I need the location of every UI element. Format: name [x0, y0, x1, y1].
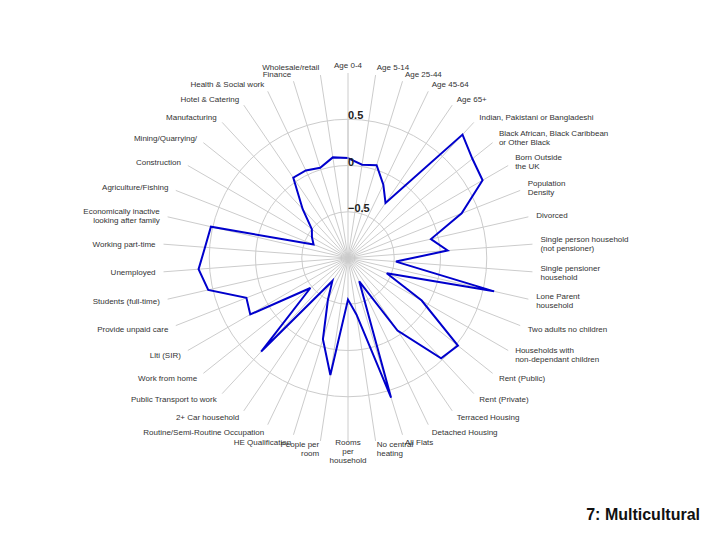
svg-text:Finance: Finance [262, 69, 292, 79]
svg-text:Single person household(not pe: Single person household(not pensioner) [540, 235, 628, 253]
svg-text:Age 5-14: Age 5-14 [376, 62, 410, 72]
svg-text:Manufacturing: Manufacturing [166, 112, 217, 121]
svg-text:Unemployed: Unemployed [111, 268, 156, 277]
svg-text:Age 45-64: Age 45-64 [432, 80, 469, 89]
svg-text:Agriculture/Fishing: Agriculture/Fishing [102, 183, 168, 192]
svg-text:Rent (Private): Rent (Private) [479, 395, 529, 404]
svg-text:Age 0-4: Age 0-4 [334, 61, 363, 70]
svg-text:Rent (Public): Rent (Public) [499, 374, 546, 383]
svg-text:Age 65+: Age 65+ [457, 94, 487, 103]
svg-text:Roomsperhousehold: Roomsperhousehold [330, 438, 367, 465]
svg-text:Indian, Pakistani or Banglades: Indian, Pakistani or Bangladeshi [479, 112, 594, 121]
svg-text:Provide unpaid care: Provide unpaid care [97, 324, 169, 333]
svg-text:Working part-time: Working part-time [93, 239, 157, 248]
svg-text:Lone Parenthousehold: Lone Parenthousehold [536, 292, 580, 310]
svg-text:No centralheating: No centralheating [377, 440, 414, 458]
svg-text:Two adults no children: Two adults no children [528, 324, 608, 333]
svg-text:Llti (SIR): Llti (SIR) [150, 350, 181, 359]
svg-text:Construction: Construction [136, 157, 181, 166]
svg-text:Age 25-44: Age 25-44 [405, 69, 442, 78]
html-text:7: Multicultural: 7: Multicultural [586, 506, 700, 523]
svg-text:Economically inactivelooking a: Economically inactivelooking after famil… [83, 206, 160, 224]
svg-text:Born Outsidethe UK: Born Outsidethe UK [515, 153, 562, 171]
svg-text:Divorced: Divorced [536, 211, 568, 220]
svg-text:2+ Car household: 2+ Car household [176, 413, 239, 422]
svg-text:All Flats: All Flats [404, 437, 434, 447]
svg-text:Single pensionerhousehold: Single pensionerhousehold [540, 263, 600, 281]
svg-text:Public Transport to work: Public Transport to work [131, 395, 218, 404]
svg-text:Households withnon-dependant c: Households withnon-dependant children [515, 346, 599, 364]
svg-text:PopulationDensity: PopulationDensity [528, 178, 566, 196]
svg-text:−0.5: −0.5 [348, 202, 370, 214]
html-text:People per: People per [280, 439, 320, 449]
svg-text:Black African, Black Caribbean: Black African, Black Caribbeanor Other B… [499, 129, 608, 147]
svg-text:Mining/Quarrying/: Mining/Quarrying/ [134, 133, 198, 142]
svg-text:0.5: 0.5 [348, 109, 363, 121]
svg-text:Routine/Semi-Routine Occupatio: Routine/Semi-Routine Occupation [143, 427, 264, 436]
svg-text:HE Qualification: HE Qualification [234, 438, 291, 447]
svg-text:Detached Housing: Detached Housing [432, 427, 498, 436]
svg-text:Health & Social work: Health & Social work [190, 80, 265, 89]
svg-text:0: 0 [348, 156, 354, 168]
html-text:room: room [301, 448, 320, 458]
svg-text:Hotel & Catering: Hotel & Catering [181, 94, 240, 103]
svg-text:Work from home: Work from home [138, 374, 198, 383]
svg-text:Students (full-time): Students (full-time) [93, 296, 160, 305]
svg-text:Terraced Housing: Terraced Housing [457, 413, 520, 422]
svg-text:Wholesale/retail: Wholesale/retail [262, 63, 319, 72]
